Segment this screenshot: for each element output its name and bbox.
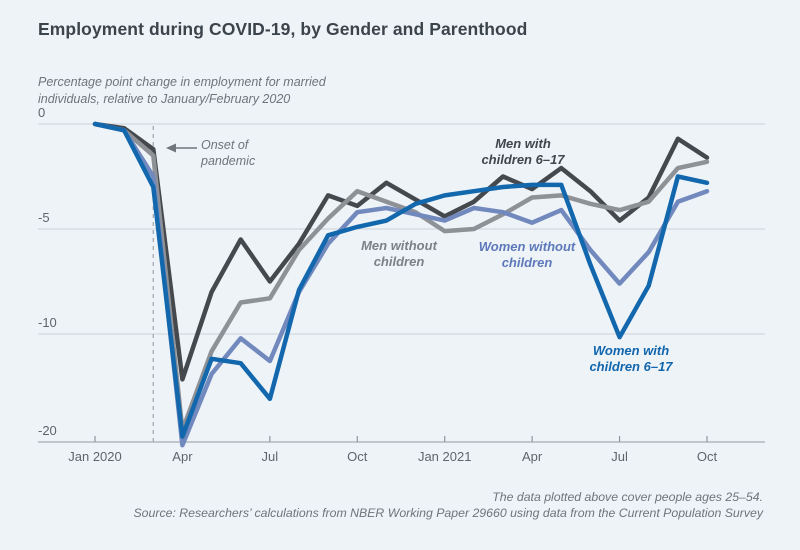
x-tick-label: Jul [261, 449, 279, 464]
x-tick-label: Jan 2020 [68, 449, 122, 464]
chart-title: Employment during COVID-19, by Gender an… [38, 19, 528, 39]
x-tick-label: Apr [522, 449, 543, 464]
y-tick-label: -10 [38, 315, 57, 330]
label-men-with-children: Men with children 6–17 [481, 136, 565, 167]
x-tick-label: Jan 2021 [417, 449, 472, 464]
line-women-with-children-6-17 [92, 121, 710, 439]
x-tick-label: Apr [172, 449, 193, 464]
line-men-without-children [92, 121, 710, 433]
x-tick-label: Jul [611, 449, 628, 464]
source-note: The data plotted above cover people ages… [60, 489, 763, 521]
label-women-with-children: Women with children 6–17 [589, 343, 673, 374]
x-tick-label: Oct [347, 449, 368, 464]
onset-of-pandemic-annotation: Onset of pandemic [201, 138, 341, 169]
source-note-line-2: Source: Researchers’ calculations from N… [133, 506, 763, 520]
chart-subtitle: Percentage point change in employment fo… [38, 74, 458, 107]
x-tick-label: Oct [696, 449, 718, 464]
annotation-line-2: pandemic [201, 153, 256, 168]
y-tick-label: -20 [38, 423, 57, 438]
chart-subtitle-line-2: individuals, relative to January/Februar… [38, 91, 291, 106]
chart-subtitle-line-1: Percentage point change in employment fo… [38, 75, 326, 89]
line-women-without-children [92, 121, 710, 448]
y-tick-label: 0 [38, 105, 46, 120]
y-tick-label: -5 [38, 210, 50, 225]
source-note-line-1: The data plotted above cover people ages… [492, 490, 763, 504]
annotation-arrow-head [166, 143, 176, 153]
label-women-without-children: Women without children [478, 239, 576, 270]
label-men-without-children: Men without children [361, 238, 437, 269]
annotation-line-1: Onset of [201, 138, 249, 152]
